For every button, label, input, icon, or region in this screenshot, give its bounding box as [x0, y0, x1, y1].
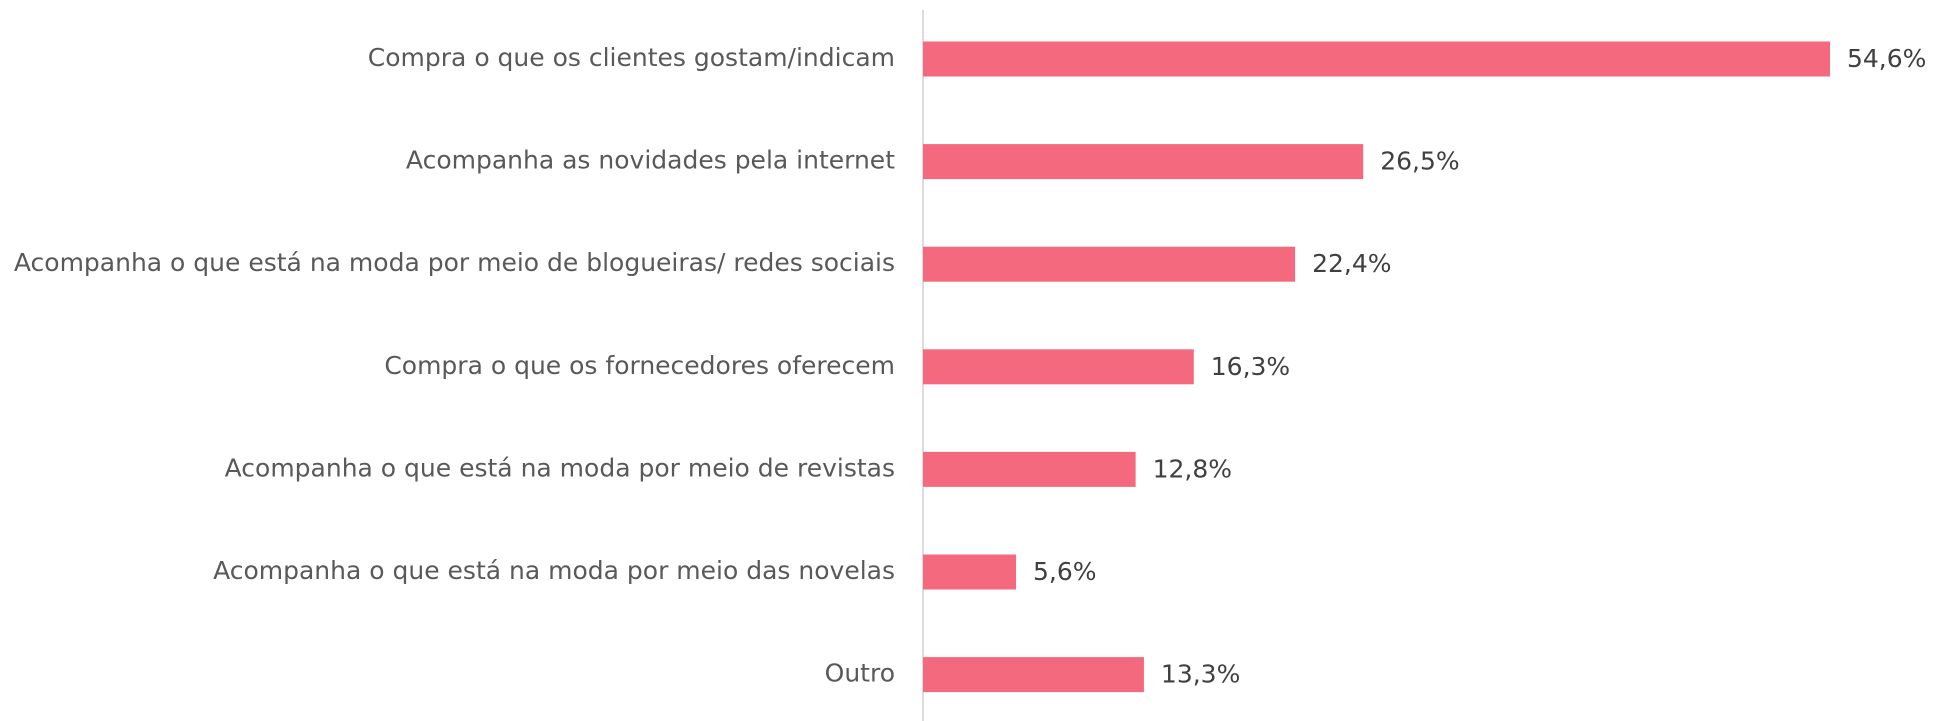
bar [923, 554, 1017, 590]
category-label: Acompanha o que está na moda por meio de… [14, 248, 895, 277]
category-label: Acompanha o que está na moda por meio da… [213, 556, 895, 585]
value-label: 26,5% [1380, 147, 1459, 176]
value-label: 54,6% [1847, 44, 1926, 73]
value-label: 12,8% [1153, 454, 1232, 483]
bar [923, 349, 1194, 385]
category-label: Acompanha o que está na moda por meio de… [225, 453, 895, 482]
bar [923, 41, 1830, 77]
value-label: 5,6% [1033, 557, 1097, 586]
category-label: Compra o que os fornecedores oferecem [384, 351, 895, 380]
value-label: 13,3% [1161, 660, 1240, 689]
value-label: 16,3% [1211, 352, 1290, 381]
category-label: Compra o que os clientes gostam/indicam [368, 43, 895, 72]
bar [923, 657, 1144, 693]
category-label: Outro [825, 659, 895, 688]
bar [923, 451, 1136, 487]
bar [923, 144, 1364, 180]
bar [923, 246, 1296, 282]
value-label: 22,4% [1312, 249, 1391, 278]
category-label: Acompanha as novidades pela internet [406, 146, 895, 175]
